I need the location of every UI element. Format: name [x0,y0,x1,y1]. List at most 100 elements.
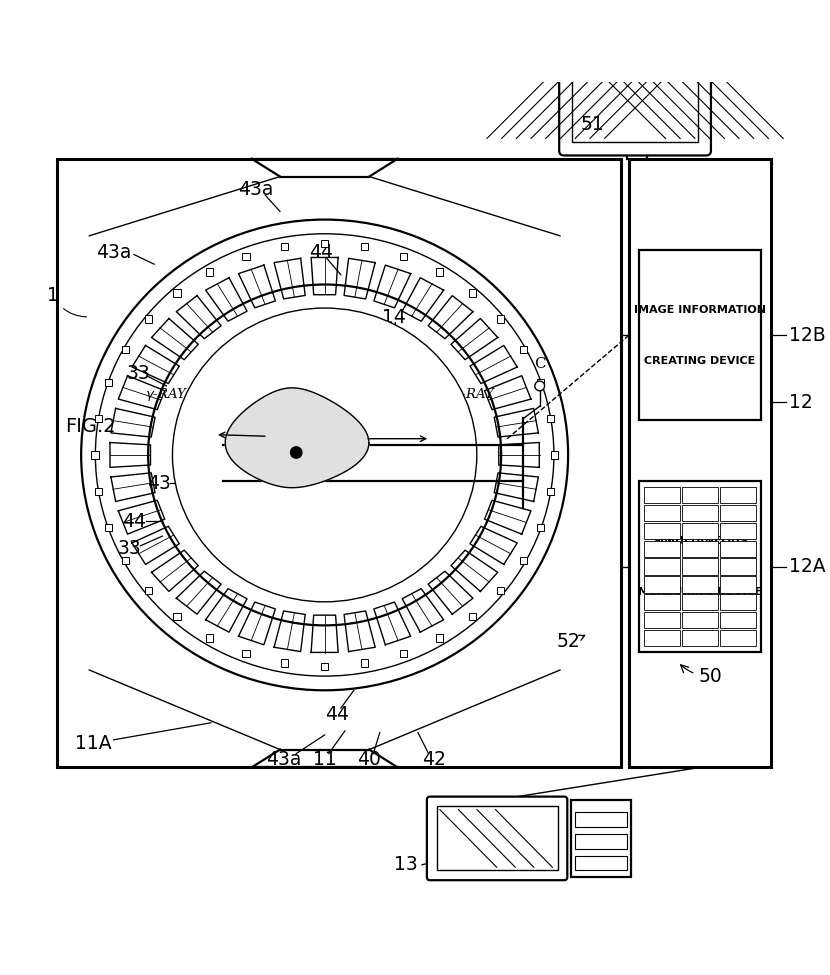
Text: $\gamma$-RAY: $\gamma$-RAY [453,386,496,404]
Text: 44: 44 [309,243,333,261]
Bar [399,253,407,260]
Text: Z: Z [441,456,452,470]
Text: 13: 13 [393,855,417,875]
Text: SIMULTANEOUS: SIMULTANEOUS [652,536,748,546]
Bar [145,316,152,323]
Text: 44: 44 [325,705,349,724]
Text: 1: 1 [46,286,86,317]
Bar [720,630,755,646]
Bar [95,488,102,495]
Bar [321,663,328,670]
Bar [436,268,443,276]
Text: 50: 50 [681,665,722,686]
Bar [681,488,718,503]
Ellipse shape [173,308,476,602]
Polygon shape [225,388,369,488]
FancyBboxPatch shape [559,32,710,156]
Bar [644,505,680,522]
Circle shape [535,381,544,391]
Bar [644,612,680,628]
Bar [638,482,761,652]
FancyBboxPatch shape [427,797,567,880]
Text: 43a: 43a [266,750,301,769]
Bar [681,576,718,593]
Bar [572,45,698,142]
Circle shape [290,447,302,458]
Text: CREATING DEVICE: CREATING DEVICE [644,356,755,366]
Text: 40: 40 [357,750,381,769]
Text: 11: 11 [313,750,336,769]
Bar [681,505,718,522]
Bar [720,488,755,503]
Bar [575,834,627,848]
Bar [281,659,288,667]
Bar [206,268,213,276]
Bar [681,594,718,610]
Text: 43: 43 [147,474,171,493]
Bar [547,414,554,422]
Text: S: S [255,359,265,372]
Bar [399,650,407,657]
Text: 12A: 12A [788,557,825,576]
Text: 2: 2 [177,425,188,445]
Bar [681,523,718,539]
Bar [644,576,680,593]
Bar [720,505,755,522]
Text: 12B: 12B [788,326,825,345]
Text: 44: 44 [122,512,146,531]
Bar [570,800,631,877]
Bar [550,451,558,458]
Text: 21: 21 [187,389,211,408]
Text: 12: 12 [788,393,813,411]
Bar [361,244,368,251]
Bar [361,659,368,667]
Bar [56,159,621,767]
Bar [173,290,181,296]
Bar [629,159,771,767]
Text: 14: 14 [382,307,405,327]
Bar [105,379,112,386]
Text: 33: 33 [118,539,142,558]
Bar [644,541,680,557]
Text: 11A: 11A [75,733,111,753]
Bar [281,244,288,251]
Text: 43a: 43a [96,243,131,261]
Bar [720,576,755,593]
Bar [145,587,152,595]
Bar [644,559,680,574]
Bar [105,524,112,531]
Text: 52: 52 [556,632,580,651]
Bar [681,559,718,574]
Bar [321,240,328,248]
Text: MEASURING DEVICE: MEASURING DEVICE [637,587,762,597]
Text: IMAGE INFORMATION: IMAGE INFORMATION [634,305,766,315]
Text: FIG.2: FIG.2 [65,417,115,436]
Text: H: H [200,444,213,458]
Bar [720,541,755,557]
Bar [242,650,250,657]
Bar [437,806,558,871]
Text: C: C [534,357,545,371]
Bar [468,613,476,620]
Bar [537,524,544,531]
Bar [91,451,99,458]
Bar [644,594,680,610]
Bar [575,856,627,871]
Bar [644,488,680,503]
Bar [537,379,544,386]
Bar [720,559,755,574]
Bar [436,635,443,642]
Bar [206,635,213,642]
Bar [638,251,761,420]
Bar [173,613,181,620]
Bar [122,557,129,565]
Bar [681,541,718,557]
Bar [681,612,718,628]
Bar [95,414,102,422]
Bar [644,630,680,646]
Bar [575,812,627,827]
Text: 51: 51 [580,114,604,134]
Bar [496,587,504,595]
Bar [520,557,527,565]
Text: 33: 33 [126,365,149,383]
